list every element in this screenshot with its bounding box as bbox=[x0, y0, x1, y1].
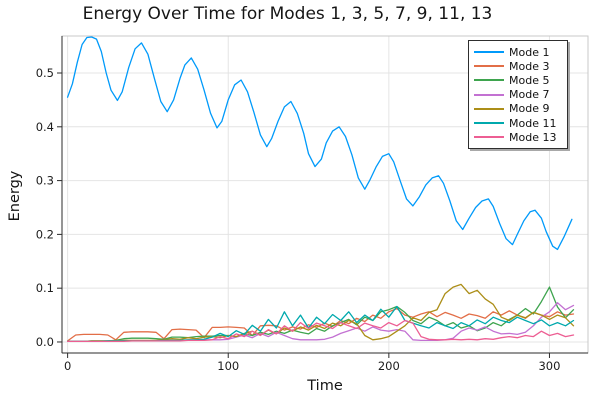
gridlines bbox=[62, 36, 588, 353]
series-line-mode-7 bbox=[66, 302, 575, 343]
series-line-mode-13 bbox=[66, 319, 575, 343]
legend-line-sample bbox=[474, 93, 504, 96]
legend-label: Mode 5 bbox=[509, 73, 550, 87]
series-line-mode-5 bbox=[66, 286, 575, 343]
data-series bbox=[66, 36, 575, 343]
y-tick-label: 0.2 bbox=[36, 227, 54, 241]
y-tick-label: 0.1 bbox=[36, 281, 54, 295]
legend-line-sample bbox=[474, 65, 504, 68]
y-tick-label: 0.4 bbox=[36, 120, 54, 134]
legend-item-mode-5: Mode 5 bbox=[474, 73, 562, 87]
legend-label: Mode 3 bbox=[509, 59, 550, 73]
x-tick-label: 0 bbox=[64, 359, 71, 373]
series-line-mode-1 bbox=[66, 36, 573, 251]
tick-labels: 0 100 200 300 0.0 0.1 0.2 0.3 0.4 0.5 bbox=[36, 66, 561, 373]
legend-line-sample bbox=[474, 136, 504, 139]
legend-line-sample bbox=[474, 51, 504, 54]
axis-spines bbox=[61, 36, 588, 354]
legend-line-sample bbox=[474, 107, 504, 110]
tick-marks bbox=[57, 72, 550, 358]
legend-item-mode-9: Mode 9 bbox=[474, 102, 562, 116]
legend-label: Mode 7 bbox=[509, 88, 550, 102]
legend-item-mode-11: Mode 11 bbox=[474, 116, 562, 130]
legend-label: Mode 1 bbox=[509, 45, 550, 59]
legend-item-mode-3: Mode 3 bbox=[474, 59, 562, 73]
y-tick-label: 0.3 bbox=[36, 174, 54, 188]
legend-line-sample bbox=[474, 122, 504, 125]
y-tick-label: 0.0 bbox=[36, 335, 54, 349]
y-axis-label: Energy bbox=[7, 170, 23, 222]
series-line-mode-3 bbox=[66, 307, 575, 342]
legend-label: Mode 11 bbox=[509, 116, 557, 130]
legend-box: Mode 1 Mode 3 Mode 5 Mode 7 Mode 9 Mode 11 Mod… bbox=[468, 40, 568, 150]
legend-item-mode-13: Mode 13 bbox=[474, 130, 562, 144]
legend-item-mode-7: Mode 7 bbox=[474, 88, 562, 102]
x-axis-label: Time bbox=[307, 378, 343, 394]
x-tick-label: 200 bbox=[378, 359, 400, 373]
y-tick-label: 0.5 bbox=[36, 66, 54, 80]
x-tick-label: 100 bbox=[217, 359, 239, 373]
chart-title: Energy Over Time for Modes 1, 3, 5, 7, 9… bbox=[82, 4, 493, 24]
legend-label: Mode 13 bbox=[509, 130, 557, 144]
legend-item-mode-1: Mode 1 bbox=[474, 45, 562, 59]
legend-line-sample bbox=[474, 79, 504, 82]
x-tick-label: 300 bbox=[538, 359, 560, 373]
legend-label: Mode 9 bbox=[509, 102, 550, 116]
